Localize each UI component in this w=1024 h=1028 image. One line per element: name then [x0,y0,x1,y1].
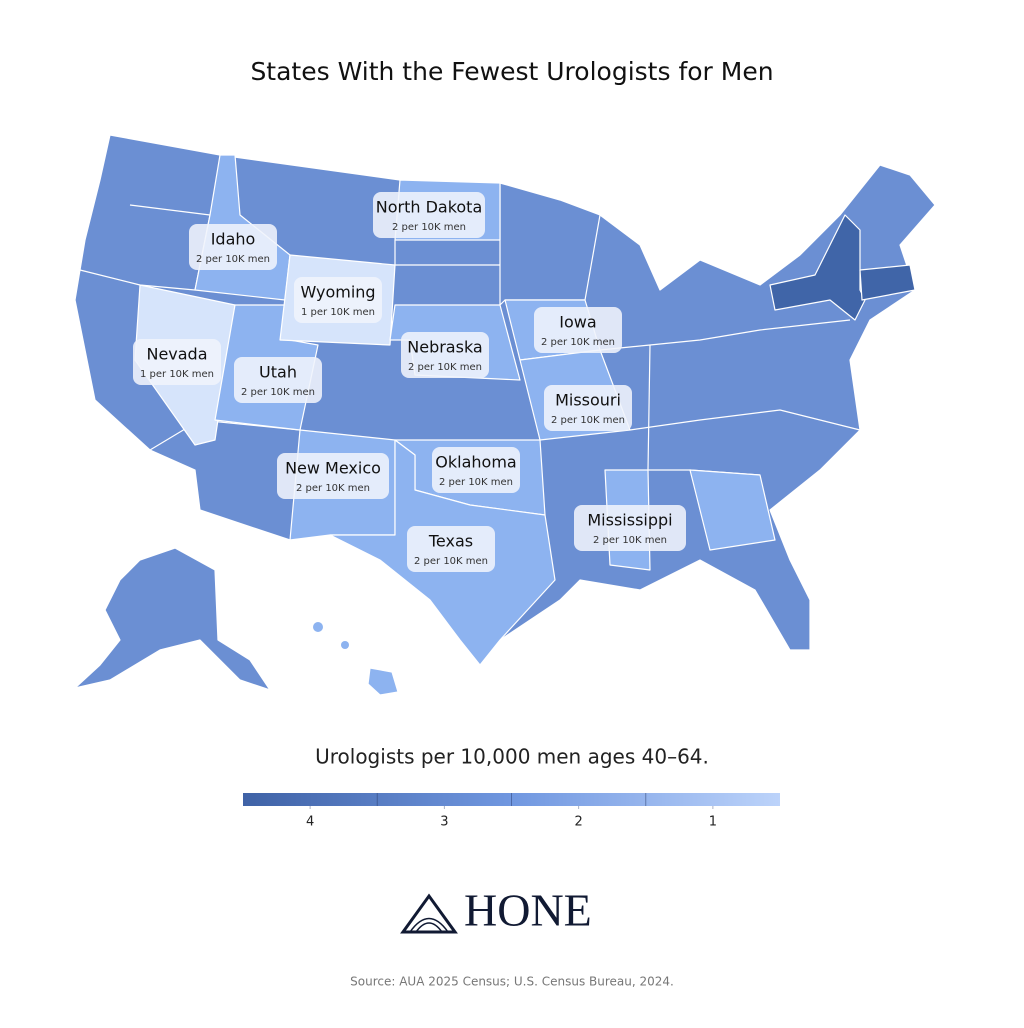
state-value: 1 per 10K men [140,369,214,380]
state-name: Nevada [146,345,207,364]
callout-box [277,453,389,499]
state-border [599,319,851,351]
callouts: North Dakota 2 per 10K men Idaho 2 per 10K … [133,192,686,572]
source: Source: AUA 2025 Census; U.S. Census Bur… [350,975,674,989]
state-alaska [74,547,271,691]
brand: HONE [464,885,592,936]
state-value: 2 per 10K men [392,222,466,233]
state-name: North Dakota [376,198,483,217]
state-name: Idaho [211,230,256,249]
state-name: New Mexico [285,459,381,478]
logo-icon [400,893,458,934]
legend-tick-label: 4 [306,815,314,830]
callout-box [294,277,382,323]
callout-box [432,447,520,493]
callout-box [189,224,277,270]
state-value: 2 per 10K men [408,362,482,373]
callout-box [574,505,686,551]
callout-box [373,192,485,238]
callout-box [401,332,489,378]
state-value: 2 per 10K men [551,415,625,426]
state-name: Wyoming [300,283,375,302]
state-name: Mississippi [587,511,672,530]
state-value: 2 per 10K men [414,556,488,567]
state-value: 2 per 10K men [593,535,667,546]
hawaii-island [313,622,323,632]
legend-title: Urologists per 10,000 men ages 40–64. [315,745,709,769]
legend-tick-label: 1 [709,815,717,830]
state-name: Missouri [555,391,621,410]
callout-box [234,357,322,403]
legend-ticks: 4 3 2 1 [306,793,717,830]
state-value: 2 per 10K men [296,483,370,494]
state-name: Iowa [559,313,596,332]
state-massachusetts [859,264,916,301]
state-name: Oklahoma [435,453,516,472]
state-name: Utah [259,363,297,382]
callout-box [534,307,622,353]
hawaii-island [341,641,349,649]
logo: HONE [400,885,592,936]
us-map [74,134,936,696]
state-border [629,409,861,431]
state-value: 1 per 10K men [301,307,375,318]
state-hawaii [367,667,399,696]
state-value: 2 per 10K men [196,254,270,265]
state-value: 2 per 10K men [541,337,615,348]
state-value: 2 per 10K men [439,477,513,488]
state-name: Nebraska [407,338,482,357]
state-value: 2 per 10K men [241,387,315,398]
logo-icon-lines [409,917,449,933]
legend-tick-label: 3 [440,815,448,830]
callout-box [133,339,221,385]
state-name: Texas [428,532,473,551]
callout-box [407,526,495,572]
callout-box [544,385,632,431]
legend-tick-label: 2 [574,815,582,830]
title: States With the Fewest Urologists for Me… [250,57,773,86]
state-georgia [689,469,776,551]
